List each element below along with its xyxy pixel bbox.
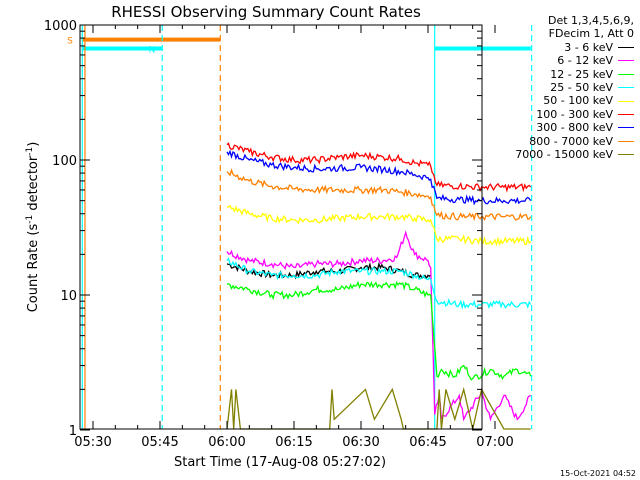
plot-frame (79, 24, 483, 430)
x-axis: 05:30 05:45 06:00 06:15 06:30 06:45 07:00 (74, 25, 514, 450)
y-tick-label: 100 (52, 154, 77, 169)
legend-swatch (618, 127, 634, 129)
x-tick-label: 05:45 (141, 435, 178, 450)
legend-entry: 7000 - 15000 keV (482, 148, 634, 161)
series-line (226, 168, 532, 222)
legend-header-line-2: FDecim 1, Att 0 (548, 27, 634, 41)
series-line (226, 257, 532, 310)
y-tick-label: 1 (69, 424, 77, 439)
legend-entry-label: 3 - 6 keV (564, 40, 613, 54)
chart-title: RHESSI Observing Summary Count Rates (111, 3, 421, 21)
legend-swatch (618, 113, 634, 115)
legend-swatch (618, 73, 634, 75)
legend-swatch (618, 87, 634, 89)
x-tick-label: 06:30 (342, 435, 379, 450)
legend-entry: 6 - 12 keV (482, 54, 634, 67)
legend: Det 1,3,4,5,6,9, FDecim 1, Att 0 3 - 6 k… (482, 14, 634, 161)
x-tick-label: 06:00 (208, 435, 245, 450)
y-axis-label-mid: detector (26, 155, 41, 215)
y-axis-label-sup2: -1 (25, 147, 35, 156)
legend-entry-label: 300 - 800 keV (536, 121, 613, 135)
legend-swatch (618, 60, 634, 62)
boundary-lines (81, 25, 533, 429)
legend-entry-label: 7000 - 15000 keV (515, 147, 613, 161)
legend-swatch (618, 154, 634, 156)
legend-entry: 800 - 7000 keV (482, 135, 634, 148)
series-line (226, 386, 531, 430)
series-line (226, 280, 532, 381)
legend-entry: 12 - 25 keV (482, 68, 634, 81)
x-tick-label: 05:30 (74, 435, 111, 450)
flag-label: N (149, 45, 156, 55)
legend-entry-label: 800 - 7000 keV (529, 134, 613, 148)
legend-swatch (618, 100, 634, 102)
y-tick-label: 10 (60, 289, 77, 304)
x-tick-label: 06:15 (275, 435, 312, 450)
legend-entry: 50 - 100 keV (482, 94, 634, 107)
legend-swatch (618, 47, 634, 48)
y-axis-label-main: Count Rate (s (26, 224, 41, 313)
x-tick-label: 06:45 (409, 435, 446, 450)
legend-entry-label: 6 - 12 keV (557, 54, 613, 68)
flag-label: S (67, 37, 73, 47)
y-axis-label-end: ) (26, 142, 41, 147)
legend-entry: 300 - 800 keV (482, 121, 634, 134)
y-axis-label-sup1: -1 (25, 215, 35, 224)
legend-entry: 100 - 300 keV (482, 108, 634, 121)
x-tick-label: 07:00 (476, 435, 513, 450)
legend-entry-label: 12 - 25 keV (550, 67, 613, 81)
y-tick-label: 1000 (44, 19, 77, 34)
series-line (226, 204, 532, 247)
legend-swatch (618, 140, 634, 142)
legend-entry-label: 50 - 100 keV (543, 94, 613, 108)
series-layer (226, 142, 532, 430)
y-axis-label: Count Rate (s-1 detector-1) (25, 142, 41, 313)
generation-timestamp: 15-Oct-2021 04:52 (560, 469, 636, 478)
flag-bars: SN (67, 37, 531, 55)
legend-header-line-1: Det 1,3,4,5,6,9, (547, 14, 634, 27)
legend-entry-label: 100 - 300 keV (536, 107, 613, 121)
legend-entry-label: 25 - 50 keV (550, 80, 613, 94)
legend-entry: 3 - 6 keV (482, 41, 634, 54)
y-axis: 1 10 100 1000 (44, 19, 482, 439)
legend-entry: 25 - 50 keV (482, 81, 634, 94)
x-axis-label: Start Time (17-Aug-08 05:27:02) (174, 455, 386, 470)
series-line (226, 230, 531, 422)
